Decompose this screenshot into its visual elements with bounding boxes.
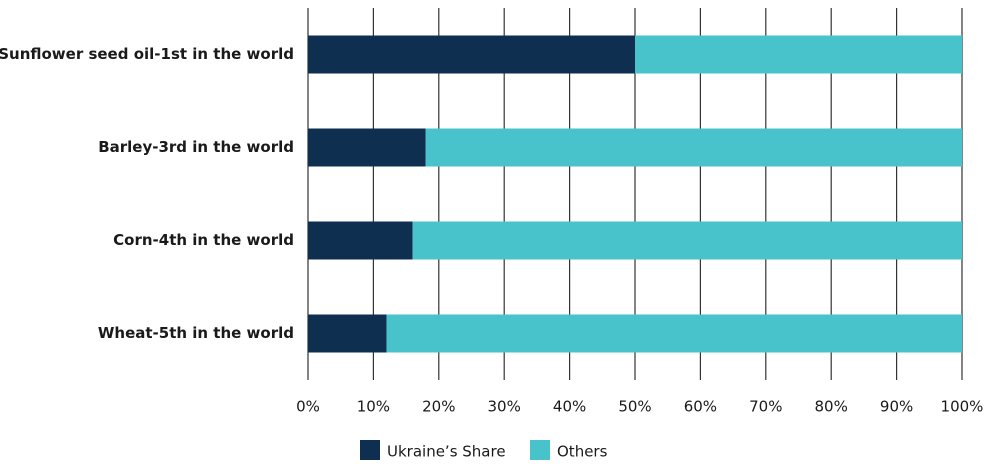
x-tick-label: 60% [684, 398, 717, 416]
bar-segment [412, 221, 962, 260]
y-tick-label: Sunflower seed oil-1st in the world [0, 45, 294, 63]
bar-segment [308, 128, 426, 167]
bar-segment [308, 314, 387, 353]
bar-segment [386, 314, 963, 353]
legend-swatch [530, 440, 550, 460]
x-tick-label: 40% [553, 398, 586, 416]
x-tick-label: 30% [488, 398, 521, 416]
x-tick-label: 0% [296, 398, 320, 416]
bar-segment [308, 221, 413, 260]
legend-label: Ukraine’s Share [387, 443, 506, 461]
y-tick-label: Barley-3rd in the world [98, 138, 294, 156]
x-tick-label: 100% [941, 398, 984, 416]
x-tick-label: 70% [749, 398, 782, 416]
x-tick-label: 90% [880, 398, 913, 416]
bar-segment [635, 35, 962, 74]
bar-segment [425, 128, 963, 167]
bar-segment [308, 35, 635, 74]
x-tick-label: 10% [357, 398, 390, 416]
legend-label: Others [557, 443, 608, 461]
y-tick-label: Wheat-5th in the world [98, 324, 294, 342]
legend-swatch [360, 440, 380, 460]
x-tick-label: 50% [618, 398, 651, 416]
y-tick-label: Corn-4th in the world [113, 231, 294, 249]
x-tick-label: 20% [422, 398, 455, 416]
x-tick-label: 80% [815, 398, 848, 416]
